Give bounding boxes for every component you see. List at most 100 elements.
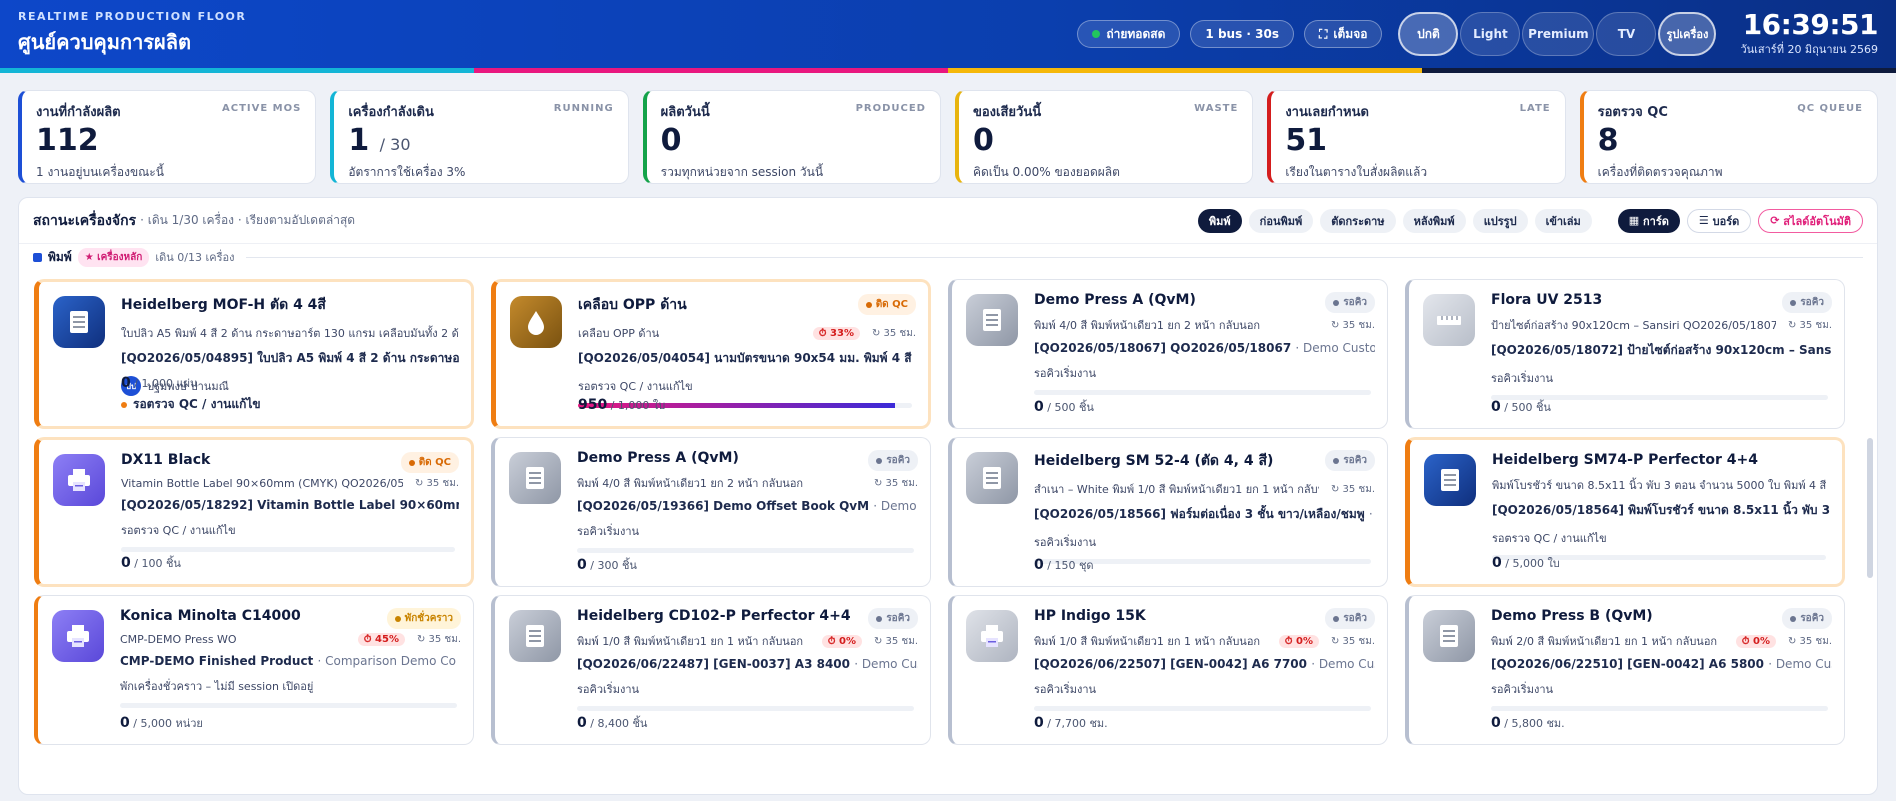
machine-status: รอคิวเริ่มงาน (1034, 683, 1097, 696)
bus-interval-button[interactable]: 1 bus · 30s (1190, 20, 1294, 48)
kpi-suffix: / 30 (379, 135, 411, 154)
filter-print[interactable]: พิมพ์ (1197, 208, 1242, 233)
machine-desc-row: CMP-DEMO Press WO ⏱ 45% ↻ 35 ชม. (120, 632, 461, 647)
duration: ↻ 35 ชม. (1787, 635, 1832, 647)
kpi-note: รวมทุกหน่วยจาก session วันนี้ (660, 165, 824, 179)
view-board-button[interactable]: ☰ บอร์ด (1686, 208, 1752, 233)
mode-premium-button[interactable]: Premium (1522, 12, 1595, 56)
duration-value: 35 ชม. (885, 477, 918, 489)
machine-desc: พิมพ์ 1/0 สี พิมพ์หน้าเดียว1 ยก 1 หน้า ก… (577, 635, 804, 648)
job-line: [QO2026/05/19366] Demo Offset Book QvM ·… (577, 499, 918, 513)
mode-light-button[interactable]: Light (1460, 12, 1521, 56)
document-machine-icon (966, 452, 1018, 504)
live-dot-icon (1092, 30, 1101, 38)
auto-slide-button[interactable]: ⟳ สไลด์อัตโนมัติ (1758, 208, 1863, 233)
view-card-button[interactable]: ▦ การ์ด (1617, 208, 1680, 233)
qc-dot-icon (121, 401, 127, 408)
duration: ↻ 35 ชม. (1330, 319, 1375, 331)
qc-status: รอตรวจ QC / งานแก้ไข (121, 395, 261, 414)
job-title: [QO2026/06/22510] [GEN-0042] A6 5800 (1491, 657, 1764, 671)
fullscreen-button[interactable]: ⛶ เต็มจอ (1303, 20, 1383, 48)
header-controls: ถ่ายทอดสด 1 bus · 30s ⛶ เต็มจอ ปกติ Light… (1077, 10, 1878, 58)
status-badge: รอคิว (1782, 608, 1832, 629)
quantity-done: 950 (578, 397, 608, 413)
panel-toolbar: สถานะเครื่องจักร · เดิน 1/30 เครื่อง · เ… (19, 198, 1877, 244)
filter-postpress[interactable]: หลังพิมพ์ (1402, 208, 1466, 233)
duration-value: 35 ชม. (426, 478, 459, 489)
status-badge: รอคิว (868, 608, 918, 629)
quantity-done: 0 (1492, 555, 1502, 571)
kpi-number: 51 (1285, 123, 1328, 158)
machine-card[interactable]: Demo Press A (QvM) รอคิว พิมพ์ 4/0 สี พิม… (948, 279, 1388, 429)
machine-card[interactable]: Flora UV 2513 รอคิว ป้ายไซต์ก่อสร้าง 90x1… (1405, 279, 1845, 429)
job-line: [QO2026/06/22507] [GEN-0042] A6 7700 · D… (1034, 657, 1375, 671)
status-badge-label: รอคิว (886, 455, 910, 466)
document-machine-icon (509, 452, 561, 504)
machine-card[interactable]: DX11 Black ติด QC Vitamin Bottle Label 90… (34, 437, 474, 587)
quantity-total: / 5,000 หน่วย (133, 717, 203, 730)
machine-name: Demo Press A (QvM) (577, 450, 739, 466)
progress-bar (1034, 390, 1371, 395)
machine-card[interactable]: Demo Press A (QvM) รอคิว พิมพ์ 4/0 สี พิม… (491, 437, 931, 587)
quantity: 0 / 7,700 ชม. (1034, 714, 1108, 732)
mode-tv-button[interactable]: TV (1596, 12, 1657, 56)
scrollbar[interactable] (1867, 438, 1873, 578)
machine-card[interactable]: Demo Press B (QvM) รอคิว พิมพ์ 2/0 สี พิม… (1405, 595, 1845, 745)
machine-desc-row: พิมพ์โบรชัวร์ ขนาด 8.5x11 นิ้ว พับ 3 ตอน… (1492, 476, 1830, 494)
quantity-total: / 500 ชิ้น (1047, 401, 1094, 414)
progress-bar (1034, 559, 1371, 564)
header-titles: REALTIME PRODUCTION FLOOR ศูนย์ควบคุมการ… (18, 10, 246, 58)
status-dot-icon (876, 615, 883, 622)
progress-bar (121, 547, 455, 552)
duration: ↻ 35 ชม. (873, 477, 918, 489)
kpi-card: ผลิตวันนี้ PRODUCED 0 รวมทุกหน่วยจาก ses… (642, 90, 941, 184)
machine-card[interactable]: Konica Minolta C14000 พักชั่วคราว CMP-DEM… (34, 595, 474, 745)
duration: ↻ 35 ชม. (1787, 319, 1832, 331)
machine-card[interactable]: Heidelberg SM74-P Perfector 4+4 พิมพ์โบร… (1405, 437, 1845, 587)
machine-card[interactable]: Heidelberg CD102-P Perfector 4+4 รอคิว พิ… (491, 595, 931, 745)
status-badge-label: ติด QC (875, 299, 908, 310)
machine-card[interactable]: HP Indigo 15K รอคิว พิมพ์ 1/0 สี พิมพ์หน้… (948, 595, 1388, 745)
status-badge-label: รอคิว (1343, 613, 1367, 624)
duration-value: 35 ชม. (1342, 483, 1375, 495)
quantity-total: / 5,800 ชม. (1504, 717, 1565, 730)
progress-fill (578, 403, 896, 408)
status-dot-icon (1790, 615, 1797, 622)
mode-machine-image-button[interactable]: รูปเครื่อง (1658, 12, 1717, 56)
card-view-icon: ▦ (1628, 214, 1644, 227)
filter-converting[interactable]: แปรรูป (1472, 208, 1528, 233)
machine-desc: CMP-DEMO Press WO (120, 633, 237, 646)
percent-value: 45% (375, 634, 399, 645)
mode-normal-button[interactable]: ปกติ (1398, 12, 1459, 56)
job-title: [QO2026/06/22487] [GEN-0037] A3 8400 (577, 657, 850, 671)
header-stripe (0, 68, 1896, 73)
document-machine-icon (509, 610, 561, 662)
status-dot-icon (1333, 457, 1340, 464)
kpi-label: รอตรวจ QC (1597, 105, 1668, 120)
progress-bar (1034, 706, 1371, 711)
job-title: [QO2026/05/19366] Demo Offset Book QvM (577, 499, 870, 513)
duration-value: 35 ชม. (1342, 635, 1375, 647)
quantity-done: 0 (577, 715, 587, 731)
printer-machine-icon (966, 610, 1018, 662)
quantity: 0 / 150 ชุด (1034, 556, 1094, 574)
kpi-number: 8 (1597, 123, 1619, 158)
kpi-note: เครื่องที่ติดตรวจคุณภาพ (1597, 165, 1723, 179)
machine-desc-row: พิมพ์ 4/0 สี พิมพ์หน้าเดียว1 ยก 2 หน้า ก… (1034, 316, 1375, 334)
machine-card[interactable]: Heidelberg MOF-H ตัด 4 4สี ใบปลิว A5 พิม… (34, 279, 474, 429)
filter-binding[interactable]: เข้าเล่ม (1534, 208, 1592, 233)
percent-value: 0% (1752, 635, 1770, 647)
machine-card[interactable]: เคลือบ OPP ด้าน ติด QC เคลือบ OPP ด้าน ⏱ 3… (491, 279, 931, 429)
quantity: 0 / 500 ชิ้น (1034, 398, 1094, 416)
filter-prepress[interactable]: ก่อนพิมพ์ (1248, 208, 1314, 233)
machine-card[interactable]: Heidelberg SM 52-4 (ตัด 4, 4 สี) รอคิว สำ… (948, 437, 1388, 587)
machine-status: รอตรวจ QC / งานแก้ไข (1492, 532, 1607, 545)
operator: ปป ปฐมพงษ์ ปานมณี (121, 376, 459, 396)
live-broadcast-button[interactable]: ถ่ายทอดสด (1077, 20, 1181, 48)
filter-cutting[interactable]: ตัดกระดาษ (1320, 208, 1396, 233)
percent-value: 33% (830, 327, 854, 339)
view-card-label: การ์ด (1643, 214, 1669, 228)
kpi-row: งานที่กำลังผลิต ACTIVE MOS 112 1 งานอยู่… (0, 73, 1896, 184)
group-name: พิมพ์ (48, 249, 72, 264)
ruler-machine-icon (1423, 294, 1475, 346)
